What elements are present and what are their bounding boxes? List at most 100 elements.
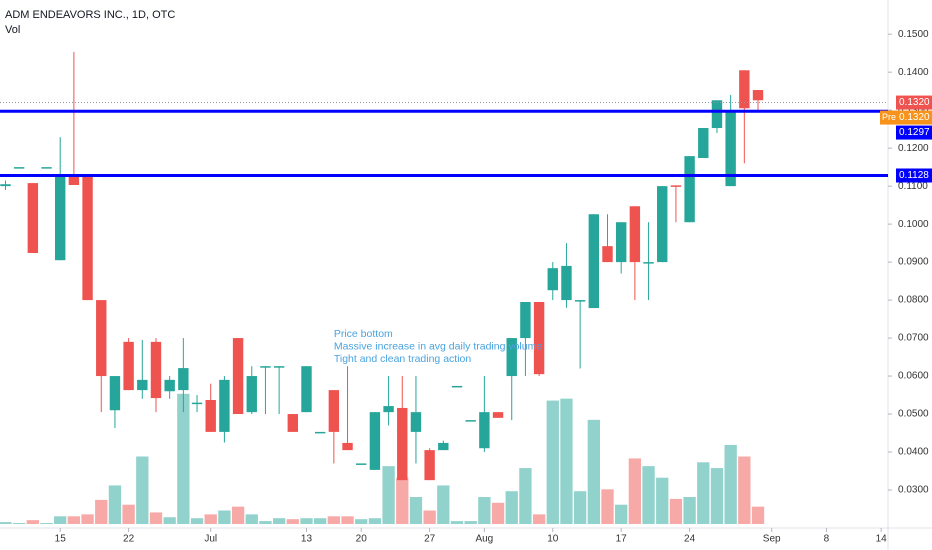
x-tick-label: 10 bbox=[547, 534, 559, 545]
x-tick-label: 24 bbox=[684, 534, 696, 545]
y-tick-label: 0.0900 bbox=[898, 257, 929, 268]
candle-body bbox=[27, 183, 39, 253]
volume-bar bbox=[601, 489, 614, 524]
volume-bar bbox=[122, 504, 135, 524]
candle-body bbox=[725, 110, 736, 187]
candle-body bbox=[643, 262, 654, 264]
candle-body bbox=[328, 390, 340, 432]
volume-legend: Vol bbox=[5, 24, 20, 36]
volume-bar bbox=[368, 518, 382, 524]
level-label: 0.1128 bbox=[899, 170, 929, 181]
volume-bar bbox=[710, 468, 724, 524]
x-tick-label: 8 bbox=[824, 534, 830, 545]
candle-body bbox=[369, 412, 381, 470]
y-tick-label: 0.0800 bbox=[898, 295, 929, 306]
x-tick-label: 15 bbox=[55, 534, 67, 545]
volume-bar bbox=[546, 400, 559, 524]
volume-bar bbox=[560, 398, 573, 524]
y-tick-label: 0.0600 bbox=[898, 371, 929, 382]
y-tick-label: 0.0400 bbox=[898, 447, 929, 458]
volume-bar bbox=[286, 519, 299, 524]
candle-body bbox=[287, 414, 299, 432]
volume-bar bbox=[108, 485, 122, 524]
x-tick-label: 17 bbox=[616, 534, 628, 545]
candle-body bbox=[68, 176, 80, 185]
last-price-label: 0.1320 bbox=[899, 97, 930, 108]
candle-body bbox=[123, 341, 134, 391]
candle-body bbox=[711, 100, 723, 129]
x-tick-label: 22 bbox=[123, 534, 135, 545]
candle-body bbox=[397, 407, 408, 481]
candle-body bbox=[301, 366, 312, 413]
y-tick-label: 0.0300 bbox=[898, 485, 929, 496]
candle-body bbox=[588, 214, 600, 309]
candle-body bbox=[629, 206, 641, 263]
candle-body bbox=[561, 265, 572, 301]
volume-bar bbox=[423, 510, 436, 524]
x-tick-label: 20 bbox=[356, 534, 368, 545]
volume-bar bbox=[697, 462, 710, 524]
level-label-box bbox=[896, 168, 932, 183]
volume-bar bbox=[218, 510, 231, 524]
volume-bar bbox=[491, 502, 505, 524]
volume-bar bbox=[587, 419, 600, 524]
candle-body bbox=[137, 379, 148, 391]
volume-bar bbox=[300, 518, 313, 524]
candle-body bbox=[492, 412, 504, 418]
candle-body bbox=[273, 366, 285, 368]
volume-bar bbox=[40, 523, 53, 524]
volume-bar bbox=[724, 444, 737, 524]
volume-bar bbox=[95, 499, 108, 524]
annotation-line: Tight and clean trading action bbox=[334, 353, 472, 365]
volume-bar bbox=[355, 519, 368, 524]
volume-bar bbox=[12, 523, 26, 524]
candle-body bbox=[96, 300, 107, 377]
candle-body bbox=[657, 186, 668, 263]
volume-bar bbox=[628, 458, 642, 524]
candle-body bbox=[0, 184, 11, 187]
candle-body bbox=[55, 176, 66, 261]
pre-tag: Pre bbox=[882, 112, 896, 122]
candle-body bbox=[424, 450, 435, 481]
volume-bar bbox=[136, 456, 149, 524]
x-tick-label: 27 bbox=[424, 534, 436, 545]
volume-bar bbox=[478, 497, 491, 524]
candle-body bbox=[465, 420, 476, 422]
volume-bar bbox=[656, 477, 669, 524]
volume-bar bbox=[327, 516, 341, 524]
volume-bar bbox=[532, 514, 546, 524]
x-tick-label: Sep bbox=[763, 534, 781, 545]
volume-bar bbox=[190, 518, 204, 524]
volume-bar bbox=[67, 516, 81, 524]
last-price-label-box bbox=[896, 95, 932, 110]
volume-bar bbox=[177, 393, 190, 524]
volume-bar bbox=[26, 520, 39, 524]
candle-body bbox=[246, 376, 257, 413]
candle-body bbox=[13, 167, 25, 169]
volume-bar bbox=[464, 521, 477, 524]
candle-body bbox=[752, 90, 764, 101]
y-tick-label: 0.0500 bbox=[898, 409, 929, 420]
candle-body bbox=[205, 399, 216, 432]
volume-bar bbox=[341, 516, 354, 524]
volume-bar bbox=[259, 521, 272, 524]
candle-body bbox=[178, 368, 189, 391]
candle-body bbox=[232, 338, 244, 415]
candle-body bbox=[574, 300, 586, 302]
volume-bar bbox=[751, 506, 765, 524]
volume-bar bbox=[245, 514, 258, 524]
level-label-box bbox=[896, 125, 932, 140]
candle-body bbox=[684, 156, 695, 223]
volume-bar bbox=[738, 456, 751, 524]
y-tick-label: 0.1500 bbox=[898, 29, 929, 40]
candle-body bbox=[260, 366, 271, 368]
candle-body bbox=[533, 301, 545, 375]
x-tick-label: 14 bbox=[876, 534, 888, 545]
volume-bar bbox=[437, 485, 450, 524]
candle-body bbox=[314, 431, 326, 434]
candle-body bbox=[739, 70, 750, 109]
volume-bar bbox=[163, 517, 176, 524]
volume-bar bbox=[149, 512, 163, 524]
